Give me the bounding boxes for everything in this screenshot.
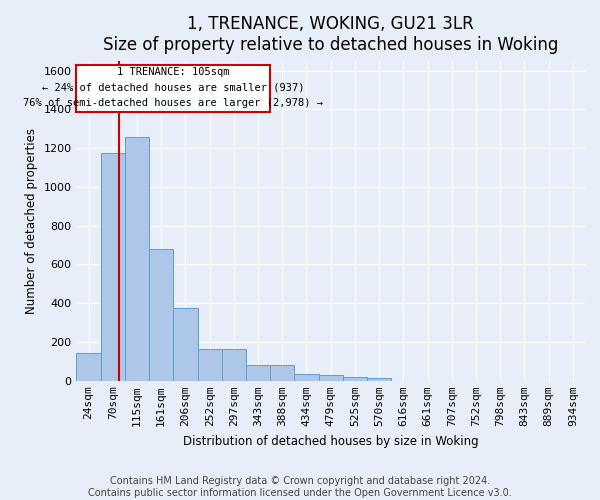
Bar	[222, 349, 246, 381]
Text: Contains HM Land Registry data © Crown copyright and database right 2024.
Contai: Contains HM Land Registry data © Crown c…	[88, 476, 512, 498]
Bar	[295, 374, 319, 381]
Bar	[246, 366, 270, 381]
Title: 1, TRENANCE, WOKING, GU21 3LR
Size of property relative to detached houses in Wo: 1, TRENANCE, WOKING, GU21 3LR Size of pr…	[103, 15, 559, 54]
Text: 76% of semi-detached houses are larger (2,978) →: 76% of semi-detached houses are larger (…	[23, 98, 323, 108]
Bar	[367, 378, 391, 381]
Bar	[343, 377, 367, 381]
Text: 1 TRENANCE: 105sqm: 1 TRENANCE: 105sqm	[117, 67, 230, 77]
Bar	[270, 366, 295, 381]
Bar	[76, 352, 101, 381]
Bar	[101, 153, 125, 381]
Bar	[149, 249, 173, 381]
Text: ← 24% of detached houses are smaller (937): ← 24% of detached houses are smaller (93…	[42, 82, 305, 92]
Bar	[173, 308, 197, 381]
Y-axis label: Number of detached properties: Number of detached properties	[25, 128, 38, 314]
Bar	[125, 136, 149, 381]
X-axis label: Distribution of detached houses by size in Woking: Distribution of detached houses by size …	[183, 434, 479, 448]
Bar	[319, 375, 343, 381]
Bar	[197, 349, 222, 381]
FancyBboxPatch shape	[76, 65, 270, 112]
